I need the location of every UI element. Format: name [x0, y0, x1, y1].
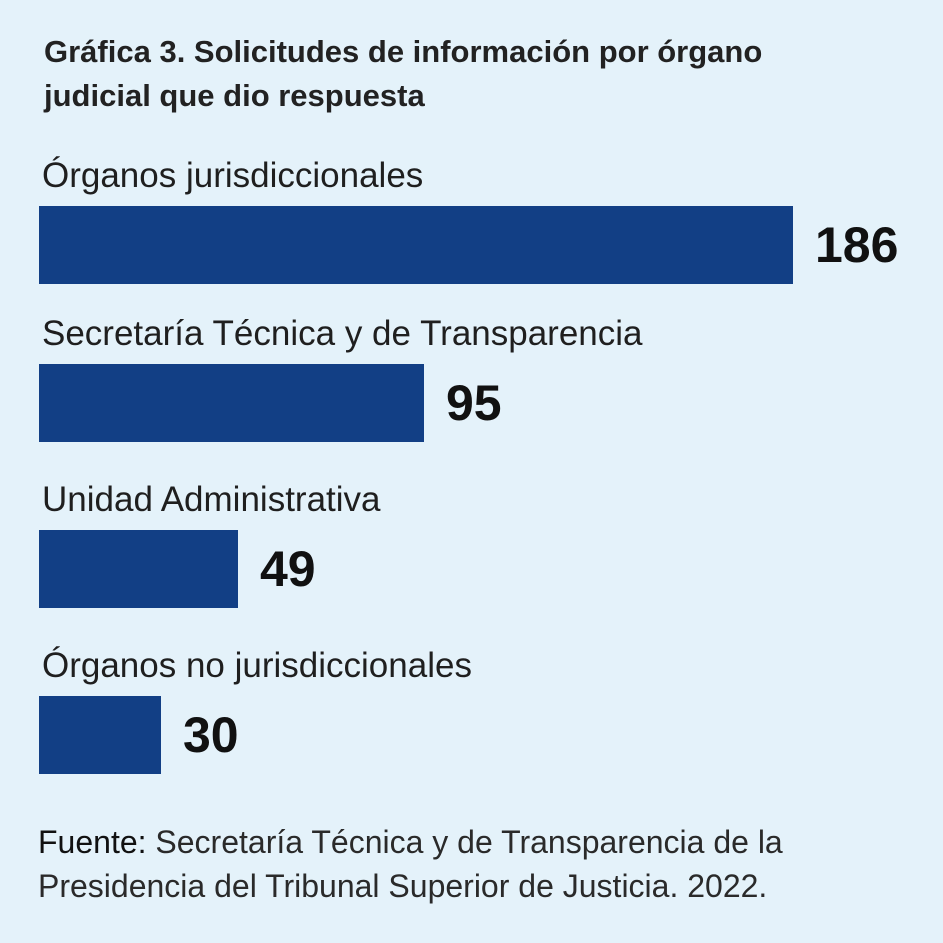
value-label: 30 — [183, 707, 239, 763]
bar — [39, 206, 793, 284]
value-label: 95 — [446, 375, 502, 431]
bar — [39, 696, 161, 774]
category-label: Órganos jurisdiccionales — [42, 156, 424, 195]
bar — [39, 364, 424, 442]
bar — [39, 530, 238, 608]
source-text: Secretaría Técnica y de Transparencia de… — [38, 824, 783, 904]
value-label: 49 — [260, 541, 316, 597]
source-prefix: Fuente: — [38, 824, 147, 860]
category-label: Secretaría Técnica y de Transparencia — [42, 314, 643, 353]
value-label: 186 — [815, 217, 899, 273]
category-label: Órganos no jurisdiccionales — [42, 646, 472, 685]
category-label: Unidad Administrativa — [42, 480, 381, 519]
source-note: Fuente: Secretaría Técnica y de Transpar… — [38, 820, 918, 908]
chart-title: Gráfica 3. Solicitudes de información po… — [44, 34, 763, 113]
